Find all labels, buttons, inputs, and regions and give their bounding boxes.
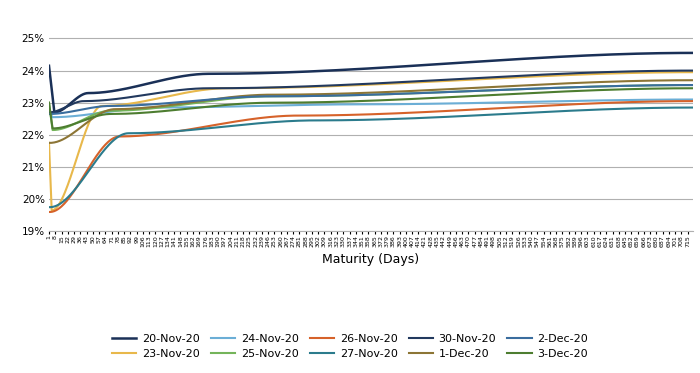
3-Dec-20 [425,96,433,100]
26-Nov-20 [424,110,433,114]
24-Nov-20 [187,105,195,110]
2-Dec-20 [361,93,370,97]
26-Nov-20 [214,122,223,127]
Legend: 20-Nov-20, 23-Nov-20, 24-Nov-20, 25-Nov-20, 26-Nov-20, 27-Nov-20, 30-Nov-20, 1-D: 20-Nov-20, 23-Nov-20, 24-Nov-20, 25-Nov-… [107,329,593,364]
20-Nov-20 [489,59,497,63]
20-Nov-20 [215,72,223,76]
1-Dec-20 [361,91,370,95]
3-Dec-20 [689,86,697,91]
20-Nov-20 [425,63,433,67]
23-Nov-20 [48,208,56,213]
24-Nov-20 [425,101,433,106]
1-Dec-20 [689,78,697,82]
20-Nov-20 [50,110,59,115]
30-Nov-20 [186,87,195,91]
Line: 30-Nov-20: 30-Nov-20 [49,70,693,112]
3-Dec-20 [215,103,223,108]
24-Nov-20 [631,98,639,102]
Line: 24-Nov-20: 24-Nov-20 [49,100,693,117]
30-Nov-20 [45,110,53,115]
2-Dec-20 [45,112,53,116]
25-Nov-20 [689,83,697,87]
27-Nov-20 [689,105,697,110]
2-Dec-20 [630,84,638,88]
27-Nov-20 [214,125,223,129]
30-Nov-20 [424,78,433,83]
20-Nov-20 [187,73,195,77]
25-Nov-20 [363,93,371,97]
24-Nov-20 [45,110,53,115]
1-Dec-20 [45,141,53,145]
1-Dec-20 [214,96,223,101]
2-Dec-20 [487,88,496,93]
23-Nov-20 [187,90,195,94]
3-Dec-20 [489,93,497,97]
23-Nov-20 [631,70,639,75]
1-Dec-20 [186,100,195,104]
26-Nov-20 [630,100,638,104]
25-Nov-20 [425,91,433,95]
23-Nov-20 [489,76,497,81]
24-Nov-20 [689,97,697,102]
Line: 20-Nov-20: 20-Nov-20 [49,53,693,112]
23-Nov-20 [215,86,223,91]
30-Nov-20 [689,68,697,73]
3-Dec-20 [48,126,57,131]
30-Nov-20 [214,86,223,91]
25-Nov-20 [45,100,53,105]
23-Nov-20 [689,70,697,75]
Line: 1-Dec-20: 1-Dec-20 [49,80,693,143]
2-Dec-20 [186,99,195,103]
26-Nov-20 [689,99,697,103]
24-Nov-20 [48,115,57,119]
20-Nov-20 [631,51,639,56]
26-Nov-20 [487,106,496,111]
Line: 26-Nov-20: 26-Nov-20 [49,101,693,212]
23-Nov-20 [425,79,433,84]
Line: 2-Dec-20: 2-Dec-20 [49,85,693,114]
2-Dec-20 [424,91,433,95]
3-Dec-20 [45,100,53,105]
30-Nov-20 [487,75,496,79]
27-Nov-20 [186,128,195,132]
3-Dec-20 [631,87,639,91]
26-Nov-20 [186,127,195,132]
Line: 23-Nov-20: 23-Nov-20 [49,72,693,210]
2-Dec-20 [214,97,223,101]
3-Dec-20 [187,106,195,110]
20-Nov-20 [45,63,53,68]
Line: 25-Nov-20: 25-Nov-20 [49,85,693,130]
26-Nov-20 [45,210,53,214]
25-Nov-20 [631,84,639,88]
27-Nov-20 [45,205,53,209]
Line: 27-Nov-20: 27-Nov-20 [49,107,693,207]
24-Nov-20 [363,102,371,107]
30-Nov-20 [361,82,370,86]
27-Nov-20 [487,112,496,117]
25-Nov-20 [48,128,57,132]
27-Nov-20 [424,115,433,120]
25-Nov-20 [489,88,497,93]
Line: 3-Dec-20: 3-Dec-20 [49,88,693,128]
24-Nov-20 [489,100,497,105]
1-Dec-20 [424,88,433,93]
1-Dec-20 [630,79,638,83]
20-Nov-20 [689,51,697,55]
23-Nov-20 [45,141,53,145]
X-axis label: Maturity (Days): Maturity (Days) [323,253,419,266]
3-Dec-20 [363,98,371,103]
1-Dec-20 [487,85,496,89]
2-Dec-20 [689,83,697,87]
30-Nov-20 [630,69,638,73]
23-Nov-20 [363,82,371,87]
24-Nov-20 [215,104,223,109]
20-Nov-20 [363,66,371,71]
25-Nov-20 [187,101,195,106]
27-Nov-20 [361,117,370,122]
26-Nov-20 [361,112,370,117]
27-Nov-20 [630,106,638,111]
25-Nov-20 [215,98,223,102]
